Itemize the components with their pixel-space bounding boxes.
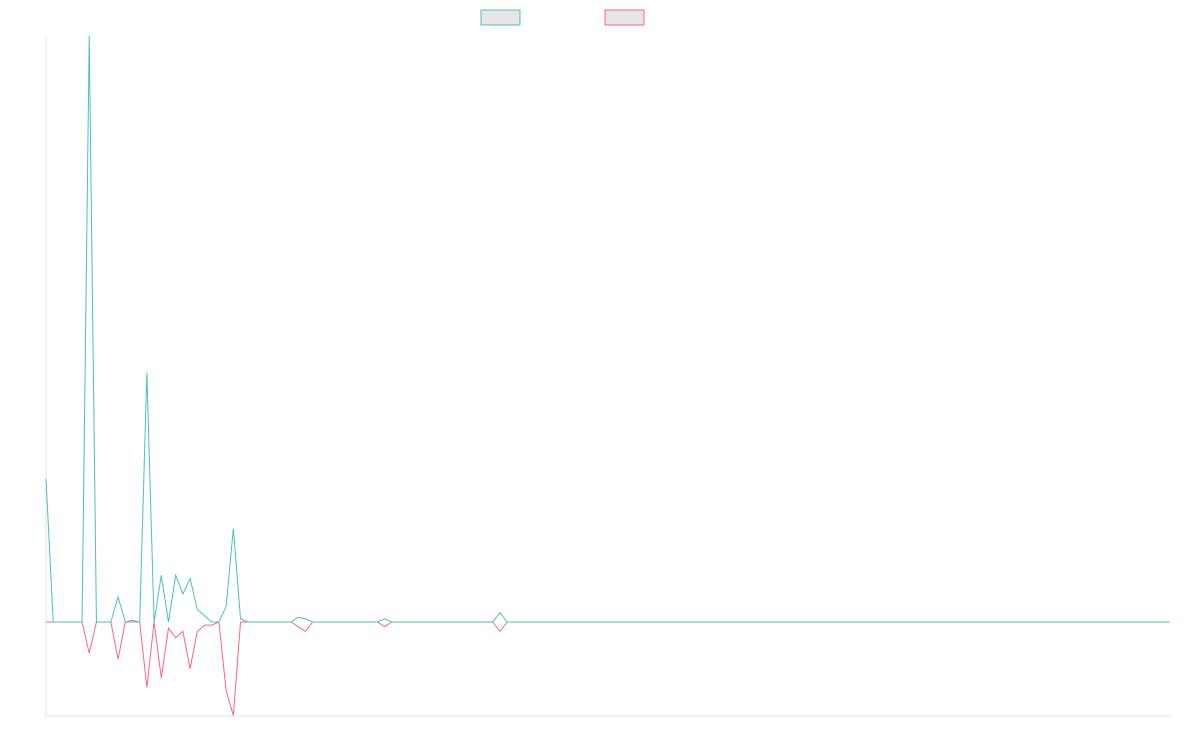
legend-swatch-2[interactable]	[604, 9, 645, 26]
legend-swatch-1[interactable]	[480, 9, 521, 26]
chart-axes	[45, 36, 1170, 717]
chart-legend[interactable]	[480, 9, 645, 26]
series-line-2	[46, 619, 1170, 716]
series-lines	[45, 35, 1170, 716]
series-line-1	[45, 35, 1170, 623]
